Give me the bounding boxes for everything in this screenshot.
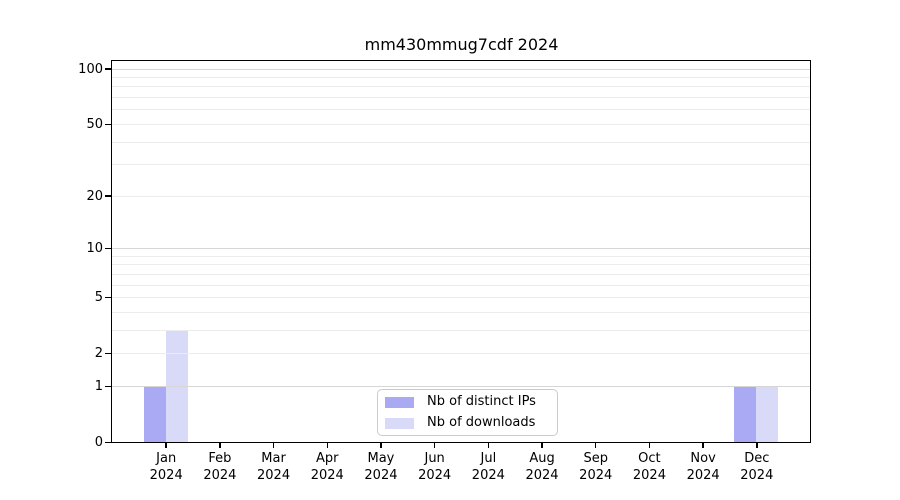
- legend-label-downloads: Nb of downloads: [427, 415, 536, 430]
- x-axis-tick-label: Apr 2024: [310, 451, 344, 483]
- grid-line-major: [112, 68, 810, 70]
- x-axis-tick: [165, 443, 167, 448]
- chart-title: mm430mmug7cdf 2024: [364, 35, 559, 54]
- x-axis-tick-label: Oct 2024: [632, 451, 666, 483]
- grid-line-minor: [112, 164, 810, 166]
- grid-line-minor: [112, 97, 810, 99]
- grid-line-minor: [112, 141, 810, 143]
- downloads-swatch-icon: [385, 417, 414, 429]
- x-axis-tick: [648, 443, 651, 448]
- grid-line-minor: [112, 195, 810, 197]
- y-axis-tick-label: 2: [94, 346, 103, 362]
- x-axis-tick: [756, 443, 758, 448]
- x-axis-tick: [594, 443, 597, 448]
- grid-line-major: [112, 385, 810, 387]
- y-axis-tick: [105, 195, 111, 197]
- y-axis-tick: [105, 385, 111, 388]
- grid-line-minor: [112, 353, 810, 355]
- y-axis-tick-label: 100: [78, 61, 103, 77]
- y-axis-tick-label: 0: [94, 435, 103, 450]
- y-axis-tick-label: 1: [94, 378, 103, 394]
- y-axis-tick-label: 50: [86, 116, 103, 132]
- y-axis-tick: [105, 123, 111, 126]
- distinct-ips-swatch-icon: [385, 396, 414, 408]
- legend-item-distinct-ips: Nb of distinct IPs: [385, 394, 557, 410]
- grid-line-minor: [112, 109, 810, 111]
- x-axis-tick-label: Nov 2024: [686, 451, 720, 483]
- x-axis-tick-label: Aug 2024: [525, 451, 559, 483]
- x-axis-tick-label: May 2024: [364, 451, 398, 483]
- y-axis-tick: [105, 441, 111, 444]
- y-axis-tick: [105, 352, 111, 355]
- grid-line-minor: [112, 297, 810, 299]
- grid-line-minor: [112, 264, 810, 266]
- y-axis-tick: [105, 296, 111, 299]
- x-axis-tick-label: Dec 2024: [740, 451, 774, 483]
- x-axis-tick-label: Mar 2024: [257, 451, 291, 483]
- y-axis-tick-label: 10: [86, 241, 103, 256]
- plot-area: [111, 60, 811, 443]
- grid-line-minor: [112, 123, 810, 125]
- x-axis-tick: [272, 443, 275, 448]
- y-axis-tick-label: 20: [86, 188, 103, 204]
- grid-line-minor: [112, 273, 810, 275]
- legend-label-distinct-ips: Nb of distinct IPs: [427, 394, 536, 409]
- x-axis-tick-label: Sep 2024: [579, 451, 613, 483]
- x-axis-tick-label: Feb 2024: [203, 451, 237, 483]
- bar-distinct-ips-dec: [734, 385, 757, 442]
- grid-line-minor: [112, 77, 810, 79]
- x-axis-tick: [380, 443, 382, 448]
- legend: Nb of distinct IPs Nb of downloads: [377, 389, 558, 436]
- x-axis-tick: [541, 443, 543, 448]
- y-axis-tick: [105, 247, 111, 250]
- x-axis-tick: [702, 443, 704, 448]
- grid-line-minor: [112, 255, 810, 257]
- grid-line-minor: [112, 86, 810, 88]
- x-axis-tick-label: Jun 2024: [418, 451, 452, 483]
- x-axis-tick: [219, 443, 221, 448]
- bar-distinct-ips-jan: [143, 385, 166, 442]
- x-axis-tick-label: Jan 2024: [149, 451, 183, 483]
- y-axis-tick: [105, 68, 111, 70]
- x-axis-tick: [433, 443, 436, 448]
- grid-line-minor: [112, 329, 810, 331]
- x-axis-tick: [326, 443, 329, 448]
- grid-line-minor: [112, 284, 810, 286]
- legend-item-downloads: Nb of downloads: [385, 415, 557, 431]
- y-axis-tick-label: 5: [94, 290, 103, 306]
- x-axis-tick-label: Jul 2024: [471, 451, 505, 483]
- grid-line-major: [112, 248, 810, 249]
- x-axis-tick: [487, 443, 490, 448]
- grid-line-minor: [112, 311, 810, 313]
- bar-downloads-dec: [756, 385, 779, 442]
